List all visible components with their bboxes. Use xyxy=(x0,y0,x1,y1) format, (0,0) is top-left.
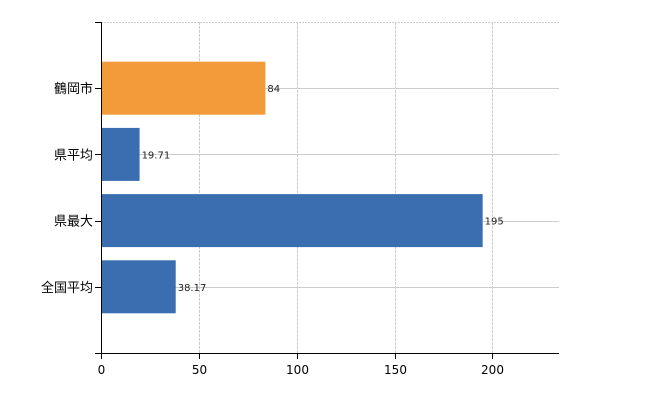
x-tick-label: 0 xyxy=(98,363,106,377)
y-tick-label: 鶴岡市 xyxy=(54,81,93,97)
x-tick-label: 50 xyxy=(192,363,207,377)
bar xyxy=(101,61,266,115)
data-label: 19.71 xyxy=(142,150,171,161)
bar xyxy=(101,194,483,248)
y-tick-label: 全国平均 xyxy=(41,280,93,296)
data-label: 84 xyxy=(267,84,280,95)
y-tick-label: 県最大 xyxy=(54,215,93,230)
y-tick-label: 県平均 xyxy=(54,148,93,163)
x-tick-label: 150 xyxy=(384,363,407,377)
bar xyxy=(101,127,140,181)
x-tick-label: 200 xyxy=(481,363,504,377)
data-label: 195 xyxy=(485,217,504,228)
bar xyxy=(101,260,176,314)
data-label: 38.17 xyxy=(178,283,207,294)
x-tick-label: 100 xyxy=(286,363,309,377)
